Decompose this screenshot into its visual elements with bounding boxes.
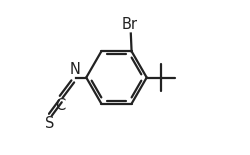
Text: S: S xyxy=(45,116,54,131)
Text: Br: Br xyxy=(121,17,137,32)
Text: N: N xyxy=(69,62,80,77)
Text: C: C xyxy=(55,98,65,113)
